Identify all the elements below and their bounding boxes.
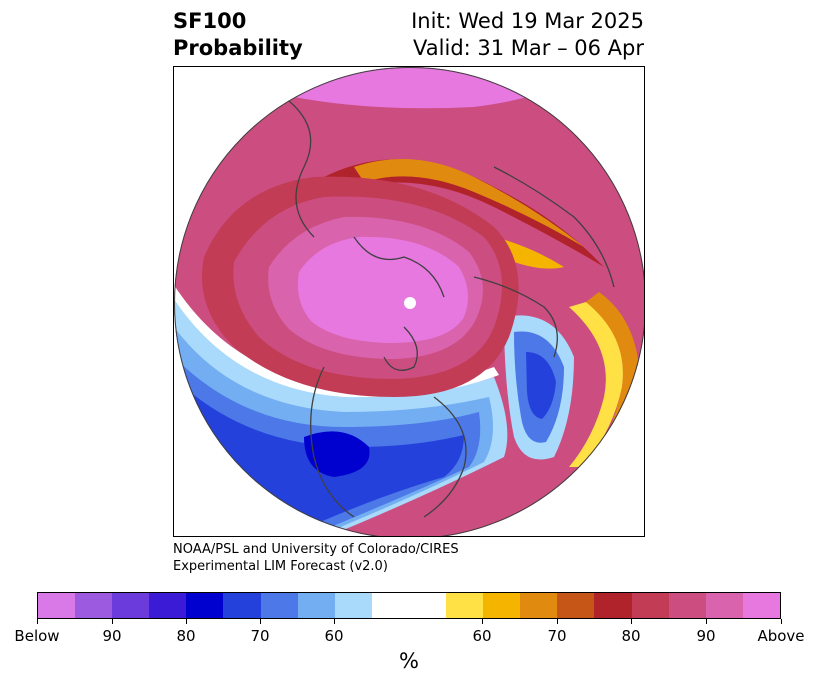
credit: NOAA/PSL and University of Colorado/CIRE…: [173, 541, 459, 575]
probability-fill: [174, 67, 644, 536]
colorbar-segment: [260, 593, 298, 618]
map-title: SF100 Probability: [173, 8, 303, 62]
polar-projection-map: [174, 67, 644, 536]
colorbar-tick-label: 60: [472, 627, 492, 645]
colorbar-segment: [112, 593, 150, 618]
colorbar-segment: [297, 593, 335, 618]
forecast-dates: Init: Wed 19 Mar 2025 Valid: 31 Mar – 06…: [411, 8, 644, 62]
colorbar-tick-label: 70: [250, 627, 270, 645]
colorbar-segment: [408, 593, 447, 618]
colorbar-segment: [557, 593, 595, 618]
colorbar-tick-mark: [112, 619, 113, 624]
colorbar-segment: [334, 593, 372, 618]
colorbar-segment: [594, 593, 632, 618]
coastlines: [283, 96, 615, 518]
probability-map: [173, 66, 645, 537]
colorbar-tick-mark: [781, 619, 782, 624]
colorbar-tick-label: 90: [696, 627, 716, 645]
colorbar-tick-mark: [37, 619, 38, 624]
colorbar-tick-label: 70: [547, 627, 567, 645]
colorbar-tick-mark: [186, 619, 187, 624]
colorbar-segment: [38, 593, 76, 618]
title-line-1: SF100: [173, 9, 247, 33]
title-line-2: Probability: [173, 36, 303, 60]
colorbar-segment: [446, 593, 484, 618]
credit-line-2: Experimental LIM Forecast (v2.0): [173, 559, 388, 574]
colorbar-tick-label: 80: [176, 627, 196, 645]
globe-edge: [174, 67, 644, 536]
colorbar-tick-label: 60: [324, 627, 344, 645]
colorbar-segment: [223, 593, 261, 618]
colorbar-tick-mark: [260, 619, 261, 624]
colorbar-segment: [705, 593, 743, 618]
colorbar-segment: [742, 593, 780, 618]
valid-dates: Valid: 31 Mar – 06 Apr: [413, 36, 644, 60]
colorbar-tick-mark: [631, 619, 632, 624]
colorbar-segment: [371, 593, 409, 618]
colorbar-tick-mark: [557, 619, 558, 624]
colorbar-tick-mark: [706, 619, 707, 624]
colorbar-tick-label: Below: [14, 627, 60, 645]
colorbar-unit: %: [399, 649, 419, 673]
colorbar: [37, 592, 781, 619]
colorbar-segment: [483, 593, 521, 618]
colorbar-tick-label: 80: [621, 627, 641, 645]
colorbar-segment: [149, 593, 187, 618]
colorbar-tick-mark: [482, 619, 483, 624]
colorbar-segment: [75, 593, 113, 618]
colorbar-tick-label: Above: [757, 627, 805, 645]
colorbar-segment: [668, 593, 706, 618]
colorbar-segment: [631, 593, 669, 618]
init-date: Init: Wed 19 Mar 2025: [411, 9, 644, 33]
colorbar-tick-label: 90: [102, 627, 122, 645]
colorbar-segment: [520, 593, 558, 618]
colorbar-segment: [186, 593, 224, 618]
credit-line-1: NOAA/PSL and University of Colorado/CIRE…: [173, 542, 459, 557]
colorbar-tick-mark: [334, 619, 335, 624]
